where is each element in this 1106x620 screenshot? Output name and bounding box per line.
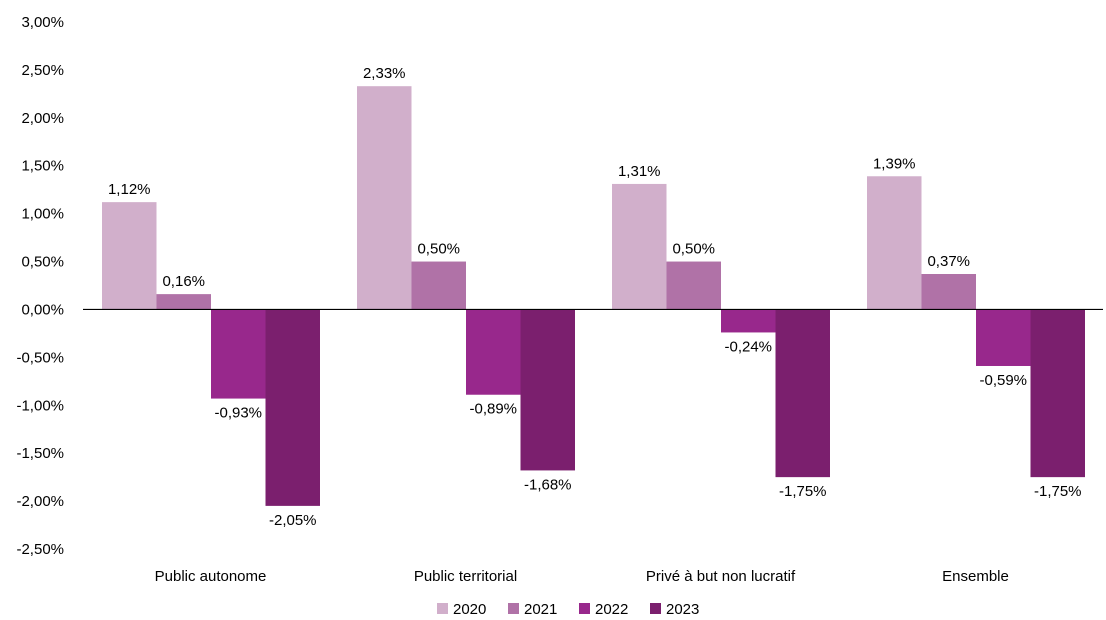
bar-2022-4 bbox=[976, 309, 1031, 366]
y-tick-label: -1,00% bbox=[16, 397, 64, 414]
data-label: 1,12% bbox=[108, 181, 151, 198]
y-tick-label: -2,00% bbox=[16, 493, 64, 510]
y-tick-label: -1,50% bbox=[16, 445, 64, 462]
data-label: 0,37% bbox=[927, 253, 970, 270]
y-tick-label: 1,00% bbox=[21, 206, 64, 223]
legend-label: 2023 bbox=[666, 601, 699, 618]
legend-label: 2020 bbox=[453, 601, 486, 618]
bar-2022-1 bbox=[211, 309, 266, 399]
bar-2022-2 bbox=[466, 309, 521, 395]
y-tick-label: 1,50% bbox=[21, 158, 64, 175]
bar-2020-3 bbox=[612, 183, 667, 310]
data-label: 0,50% bbox=[672, 241, 715, 258]
data-label: -1,75% bbox=[1034, 483, 1082, 500]
bar-2021-1 bbox=[156, 294, 211, 310]
bar-2023-4 bbox=[1030, 309, 1085, 478]
y-tick-label: -2,50% bbox=[16, 541, 64, 558]
legend-label: 2022 bbox=[595, 601, 628, 618]
legend-swatch-2022 bbox=[579, 603, 590, 614]
bar-2023-1 bbox=[265, 309, 320, 506]
data-label: -0,93% bbox=[214, 405, 262, 422]
y-tick-label: 0,50% bbox=[21, 254, 64, 271]
data-label: -0,24% bbox=[724, 338, 772, 355]
legend-swatch-2020 bbox=[437, 603, 448, 614]
data-label: 0,16% bbox=[162, 273, 205, 290]
legend-label: 2021 bbox=[524, 601, 557, 618]
category-label: Public autonome bbox=[155, 568, 267, 585]
data-label: -0,59% bbox=[979, 372, 1027, 389]
bar-2022-3 bbox=[721, 309, 776, 333]
bar-2020-1 bbox=[102, 202, 157, 310]
bar-2021-4 bbox=[921, 274, 976, 310]
y-tick-label: 2,50% bbox=[21, 62, 64, 79]
data-label: -1,75% bbox=[779, 483, 827, 500]
category-labels: Public autonome Public territorial Privé à… bbox=[155, 568, 1009, 585]
data-label: 1,31% bbox=[618, 163, 661, 180]
data-label: 2,33% bbox=[363, 65, 406, 82]
y-tick-label: 2,00% bbox=[21, 110, 64, 127]
bars bbox=[102, 86, 1085, 506]
data-label: 0,50% bbox=[417, 241, 460, 258]
y-tick-label: 0,00% bbox=[21, 301, 64, 318]
y-tick-label: 3,00% bbox=[21, 14, 64, 31]
data-labels: 1,12% 2,33% 1,31% 1,39% 0,16% 0,50% 0,50% 0,37%… bbox=[108, 65, 1082, 529]
category-label: Ensemble bbox=[942, 568, 1009, 585]
legend-swatch-2023 bbox=[650, 603, 661, 614]
bar-2023-2 bbox=[520, 309, 575, 471]
y-axis-ticks: 3,00% 2,50% 2,00% 1,50% 1,00% 0,50% 0,00% -0,50… bbox=[16, 14, 64, 558]
legend: 2020 2021 2022 2023 bbox=[437, 601, 699, 618]
data-label: -2,05% bbox=[269, 512, 317, 529]
category-label: Public territorial bbox=[414, 568, 517, 585]
bar-2021-3 bbox=[666, 261, 721, 310]
bar-2020-4 bbox=[867, 176, 922, 310]
data-label: -1,68% bbox=[524, 476, 572, 493]
y-tick-label: -0,50% bbox=[16, 349, 64, 366]
bar-2021-2 bbox=[411, 261, 466, 310]
bar-2020-2 bbox=[357, 86, 412, 310]
bar-2023-3 bbox=[775, 309, 830, 478]
data-label: 1,39% bbox=[873, 155, 916, 172]
legend-swatch-2021 bbox=[508, 603, 519, 614]
category-label: Privé à but non lucratif bbox=[646, 568, 796, 585]
data-label: -0,89% bbox=[469, 401, 517, 418]
